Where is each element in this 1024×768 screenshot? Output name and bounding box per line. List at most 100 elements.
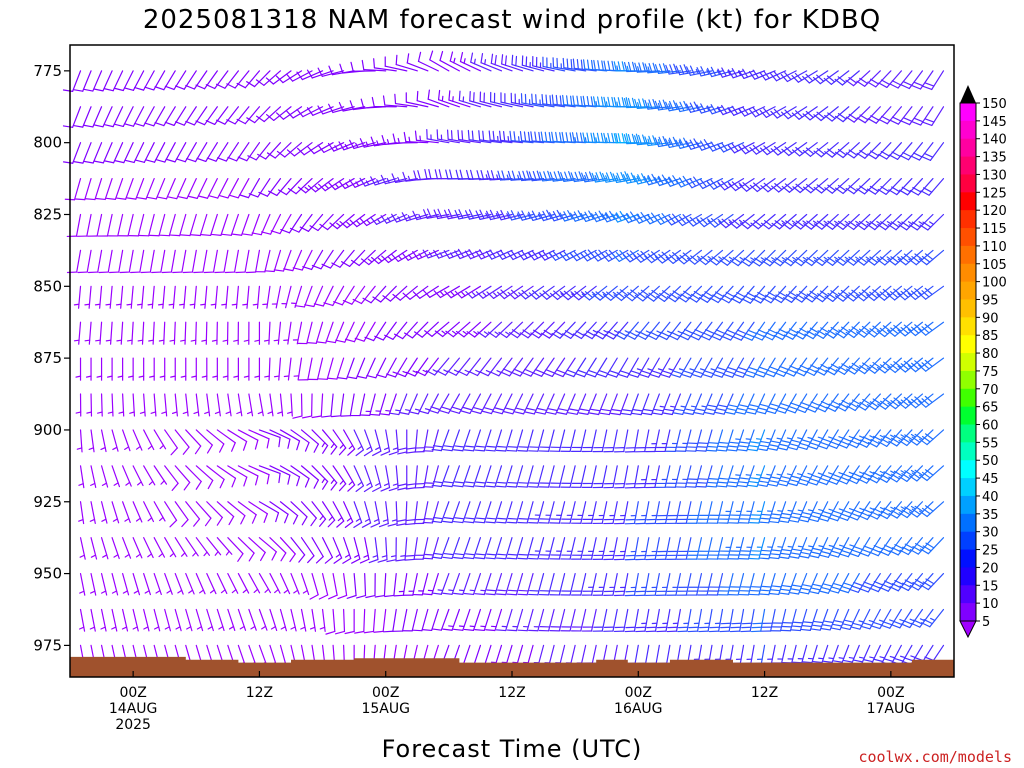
- wind-barb: [208, 177, 229, 199]
- wind-barb: [465, 285, 492, 299]
- wind-barb: [83, 142, 103, 164]
- wind-barb: [919, 537, 945, 555]
- wind-barb: [479, 91, 503, 108]
- colorbar-label-25: 25: [982, 544, 999, 559]
- wind-barb: [153, 608, 161, 632]
- y-tick-label-825: 825: [33, 205, 62, 223]
- wind-barb: [339, 213, 366, 229]
- wind-barb: [631, 393, 650, 416]
- wind-barb: [87, 249, 103, 274]
- wind-barb: [856, 142, 881, 159]
- wind-barb: [436, 357, 460, 376]
- wind-barb: [634, 134, 660, 146]
- wind-barb: [414, 465, 429, 489]
- wind-barb: [321, 465, 338, 491]
- wind-barb: [540, 321, 566, 339]
- wind-barb: [716, 465, 734, 488]
- wind-barb: [815, 357, 839, 376]
- wind-barb: [570, 608, 587, 632]
- wind-barb: [624, 285, 650, 302]
- wind-barb: [477, 321, 503, 338]
- wind-barb: [623, 97, 650, 109]
- wind-barb: [431, 537, 450, 559]
- wind-barb: [74, 177, 92, 201]
- wind-barb: [876, 357, 902, 374]
- wind-barb: [798, 501, 818, 523]
- wind-barb: [761, 249, 787, 267]
- wind-barb: [246, 106, 271, 124]
- wind-barb: [474, 465, 492, 488]
- wind-barb: [656, 608, 671, 633]
- wind-barb: [122, 572, 130, 596]
- wind-barb: [599, 393, 618, 416]
- wind-barb: [331, 249, 355, 268]
- colorbar-label-30: 30: [982, 526, 999, 541]
- wind-barb: [159, 357, 166, 381]
- wind-barb: [364, 321, 387, 342]
- wind-barb: [603, 572, 618, 596]
- wind-barb: [95, 321, 103, 345]
- wind-barb: [581, 171, 608, 183]
- wind-barb: [485, 501, 503, 524]
- wind-barb: [216, 501, 235, 526]
- wind-barb: [454, 209, 482, 220]
- wind-barb: [287, 393, 293, 417]
- wind-barb: [453, 537, 471, 560]
- wind-barb: [428, 393, 450, 414]
- wind-barb: [78, 608, 86, 632]
- wind-barb: [346, 357, 366, 380]
- wind-barb: [287, 177, 313, 195]
- wind-barb: [169, 321, 176, 345]
- wind-barb: [350, 249, 376, 267]
- wind-barb: [143, 465, 156, 486]
- wind-barb: [227, 608, 236, 631]
- wind-barb: [195, 70, 218, 90]
- wind-barb: [279, 537, 296, 563]
- y-tick-label-925: 925: [33, 493, 62, 511]
- wind-barb: [258, 537, 277, 561]
- wind-barb: [363, 608, 376, 634]
- wind-barb: [164, 537, 177, 558]
- wind-barb: [189, 285, 197, 309]
- colorbar-label-120: 120: [982, 204, 1007, 219]
- wind-barb: [414, 321, 439, 338]
- wind-barb: [157, 285, 166, 309]
- wind-barb: [867, 70, 892, 88]
- wind-barb: [729, 249, 755, 267]
- wind-barb: [90, 572, 97, 596]
- wind-barb: [753, 321, 776, 341]
- wind-barb: [685, 138, 713, 150]
- wind-barb: [738, 501, 755, 524]
- wind-barb: [327, 142, 355, 152]
- wind-barb: [888, 429, 913, 447]
- wind-barb: [613, 429, 629, 453]
- wind-barb: [195, 501, 212, 527]
- wind-barb: [459, 51, 482, 72]
- wind-barb: [62, 106, 82, 128]
- wind-barb: [76, 429, 83, 453]
- wind-barb: [492, 393, 513, 415]
- wind-barb: [138, 357, 145, 381]
- wind-barb: [433, 208, 460, 220]
- wind-barb: [672, 393, 692, 416]
- wind-barb: [845, 177, 871, 195]
- wind-barb: [889, 572, 913, 592]
- wind-barb: [122, 501, 131, 524]
- wind-barb: [581, 537, 597, 560]
- wind-barb: [921, 142, 945, 161]
- wind-barb: [316, 321, 334, 344]
- colorbar-swatch-50: [960, 460, 976, 479]
- x-tick-label-5-l1: 12Z: [751, 685, 778, 701]
- wind-barb: [122, 465, 132, 487]
- wind-barb: [552, 57, 576, 72]
- wind-barb: [693, 393, 713, 415]
- wind-barb: [317, 67, 345, 77]
- colorbar-swatch-145: [960, 120, 976, 140]
- wind-barb: [726, 429, 745, 452]
- wind-barb: [237, 429, 259, 450]
- wind-barb: [129, 393, 136, 417]
- wind-barb: [237, 501, 257, 524]
- wind-barb: [372, 429, 382, 457]
- wind-barb: [834, 106, 860, 123]
- wind-barb: [919, 501, 945, 518]
